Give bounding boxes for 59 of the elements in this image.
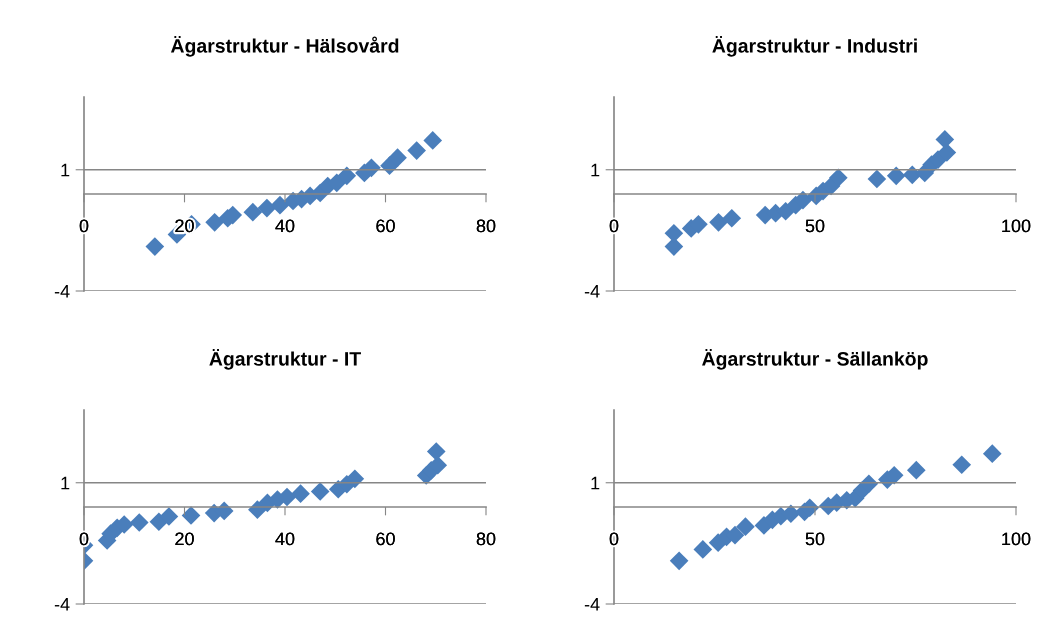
point <box>952 455 972 475</box>
point <box>243 202 263 222</box>
point <box>722 208 742 228</box>
y-tick-label: -4 <box>54 598 70 611</box>
point <box>310 482 330 501</box>
x-tick-label: 0 <box>609 532 619 546</box>
x-tick-label: 20 <box>175 532 194 546</box>
point <box>291 484 310 503</box>
point <box>159 507 179 526</box>
point <box>906 460 926 480</box>
point <box>257 198 277 218</box>
point <box>388 148 407 167</box>
point <box>664 223 684 243</box>
point <box>337 166 357 186</box>
x-tick-label: 0 <box>79 219 89 233</box>
point <box>345 469 365 489</box>
point <box>693 540 713 559</box>
point <box>709 213 728 232</box>
y-tick-label: 1 <box>591 163 600 177</box>
chart-title: Ägarstruktur - Sällanköp <box>702 348 928 370</box>
point <box>205 213 224 232</box>
point <box>407 141 426 160</box>
x-tick-label: 60 <box>376 219 395 233</box>
y-tick-label: 1 <box>61 163 70 177</box>
x-tick-label: 60 <box>376 532 395 546</box>
point <box>982 444 1002 463</box>
point <box>129 513 149 532</box>
point <box>426 442 446 461</box>
x-tick-label: 0 <box>79 532 89 546</box>
point <box>867 169 887 189</box>
point <box>423 131 443 150</box>
chart-title: Ägarstruktur - Hälsovård <box>170 35 399 57</box>
x-tick-label: 50 <box>805 219 825 233</box>
point <box>181 506 201 525</box>
y-tick-label: -4 <box>584 598 600 611</box>
y-tick-label: 1 <box>61 476 70 490</box>
chart-title: Ägarstruktur - IT <box>209 348 361 370</box>
point <box>669 551 689 571</box>
x-tick-label: 80 <box>476 532 496 546</box>
x-tick-label: 40 <box>275 532 295 546</box>
point <box>776 201 795 221</box>
y-tick-label: -4 <box>54 285 70 298</box>
chart-title: Ägarstruktur - Industri <box>712 35 917 57</box>
point <box>664 237 684 256</box>
point <box>270 195 290 215</box>
point <box>736 517 755 536</box>
point <box>935 130 955 149</box>
point <box>829 168 848 188</box>
y-tick-label: 1 <box>591 476 600 490</box>
x-tick-label: 50 <box>805 532 825 546</box>
x-tick-label: 0 <box>609 219 619 233</box>
y-tick-label: -4 <box>584 285 600 298</box>
point <box>793 190 813 210</box>
point <box>145 237 165 256</box>
point <box>327 173 347 193</box>
x-tick-label: 40 <box>275 219 295 233</box>
x-tick-label: 80 <box>476 219 496 233</box>
x-tick-label: 100 <box>1002 219 1031 233</box>
x-tick-label: 100 <box>1002 532 1031 546</box>
